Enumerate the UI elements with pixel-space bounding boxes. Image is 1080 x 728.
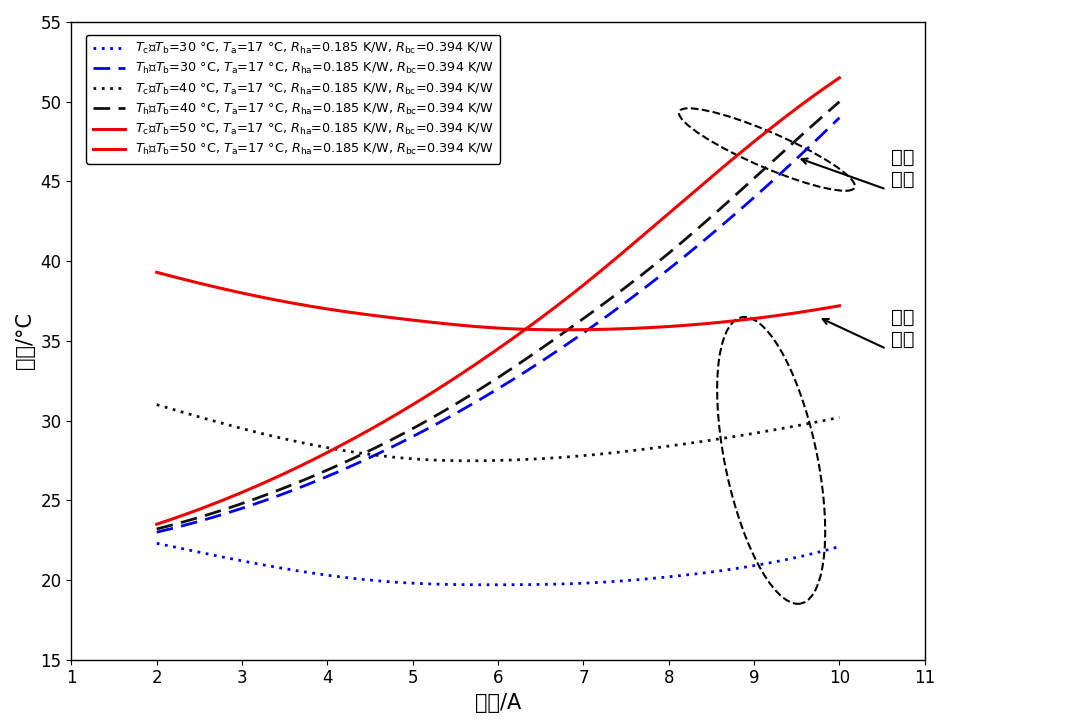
Legend: $T_\mathrm{c}$：$T_\mathrm{b}$=30 °C, $T_\mathrm{a}$=17 °C, $R_\mathrm{ha}$=0.185: $T_\mathrm{c}$：$T_\mathrm{b}$=30 °C, $T_… — [86, 35, 500, 164]
X-axis label: 电流/A: 电流/A — [475, 693, 522, 713]
Text: 热端
温度: 热端 温度 — [891, 149, 914, 189]
Y-axis label: 温度/°C: 温度/°C — [15, 312, 35, 369]
Text: 冷端
温度: 冷端 温度 — [891, 308, 914, 349]
